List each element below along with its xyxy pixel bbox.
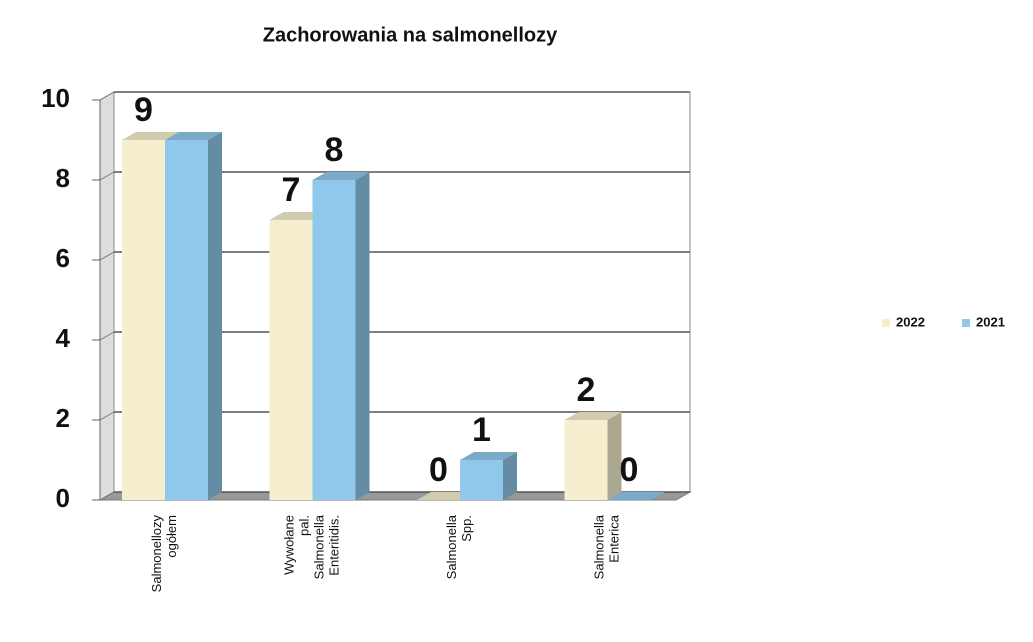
bar-top [564,412,622,420]
data-label: 1 [472,411,491,449]
bar-top [460,452,517,460]
bar [564,420,608,500]
y-tick-label: 6 [56,243,70,273]
legend-swatch [962,319,970,327]
x-tick-label: Salmonella [311,514,326,579]
bar-side [355,172,370,500]
bar [312,180,356,500]
legend-label: 2021 [976,314,1005,329]
chart-title: Zachorowania na salmonellozy [263,24,558,46]
side-wall [99,91,115,501]
data-label: 0 [620,451,639,489]
bar [165,140,208,500]
bar [269,220,313,500]
x-tick-label: Spp. [459,515,474,542]
bar-side [208,132,222,500]
data-label: 8 [325,131,344,169]
y-tick-label: 4 [56,323,71,353]
bar [122,140,165,500]
bar-top [122,132,179,140]
x-tick-label: pal. [296,515,311,536]
bar-top [312,172,370,180]
bar [460,460,503,500]
grid-line [99,331,115,341]
bar-side [503,452,517,500]
legend-swatch [882,319,890,327]
grid-line [99,91,115,101]
grid-line [99,491,115,501]
x-tick-label: ogółem [164,515,179,558]
bar-top [269,212,327,220]
data-label: 0 [429,451,448,489]
data-label: 7 [282,171,301,209]
y-tick-label: 8 [56,163,70,193]
grid-line [99,411,115,421]
data-label: 9 [134,91,153,129]
legend-label: 2022 [896,314,925,329]
bar-top [165,132,222,140]
bar-top [607,492,665,500]
grid-line [99,171,115,181]
grid-line [99,251,115,261]
x-tick-label: Salmonella [591,514,606,579]
x-tick-label: Enteritidis. [326,515,341,576]
x-tick-label: Salmonellozy [149,515,164,593]
x-tick-label: Enterica [606,514,621,562]
y-tick-label: 10 [41,83,70,113]
x-tick-label: Wywołane [281,515,296,575]
bar-top [417,492,474,500]
y-tick-label: 2 [56,403,70,433]
data-label: 2 [577,371,596,409]
x-tick-label: Salmonella [444,514,459,579]
bar-side [607,412,622,500]
y-tick-label: 0 [56,483,70,513]
